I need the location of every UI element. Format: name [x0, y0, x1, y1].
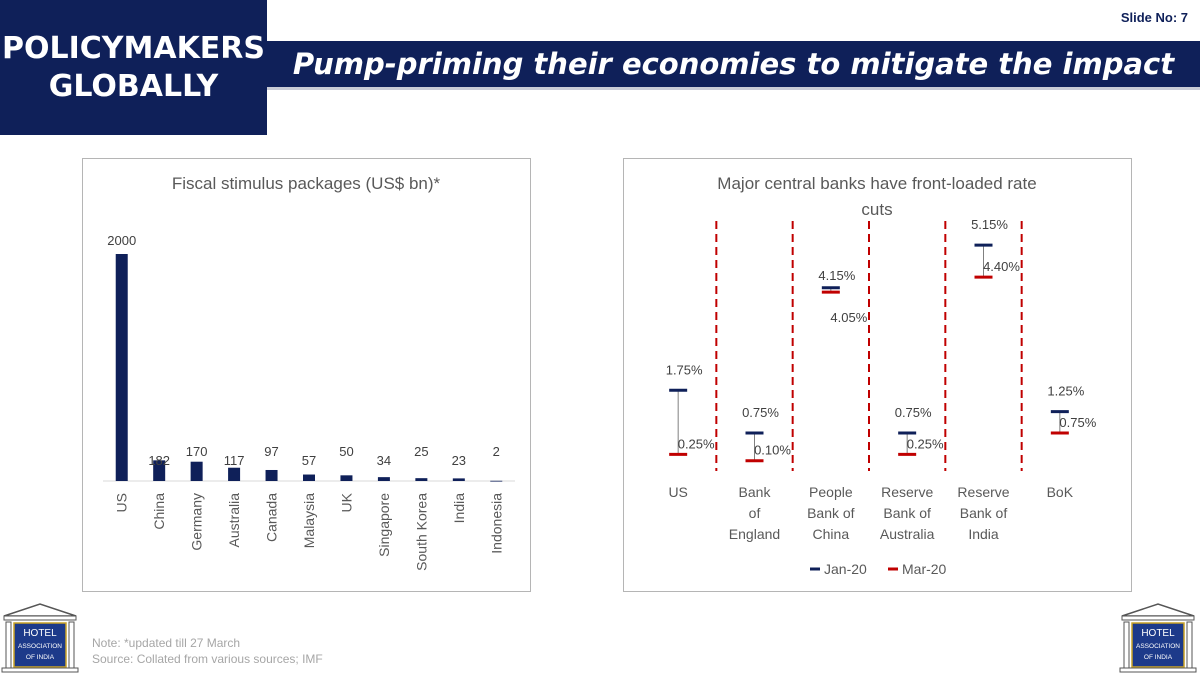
footnote: Note: *updated till 27 March Source: Col…: [92, 635, 323, 667]
x-tick-label: Reserve: [881, 484, 933, 500]
x-tick-label: BoK: [1047, 484, 1074, 500]
data-label: 57: [302, 453, 316, 468]
mar-20-label: 4.05%: [830, 310, 867, 325]
logo-text: OF INDIA: [26, 654, 55, 661]
data-label: 117: [224, 453, 245, 468]
logo-text: ASSOCIATION: [1136, 643, 1180, 650]
bar: [303, 474, 315, 481]
x-tick-label: India: [451, 493, 467, 524]
logo-text: HOTEL: [1141, 628, 1175, 639]
bar: [228, 467, 241, 481]
chart-title-line-2: cuts: [861, 200, 892, 219]
logo-text: ASSOCIATION: [18, 643, 62, 650]
bar: [490, 480, 503, 482]
bar: [265, 469, 278, 481]
x-tick-label: Singapore: [376, 493, 392, 557]
x-tick-label: Bank: [739, 484, 772, 500]
jan-20-label: 0.75%: [895, 405, 932, 420]
logo-text: HOTEL: [23, 628, 57, 639]
x-tick-label: US: [114, 493, 130, 512]
mar-20-label: 4.40%: [983, 259, 1020, 274]
rate-cuts-chart-panel: Major central banks have front-loaded ra…: [623, 158, 1132, 592]
data-label: 97: [264, 444, 278, 459]
x-tick-label: US: [668, 484, 687, 500]
bar: [377, 477, 390, 481]
x-tick-label: Bank of: [960, 505, 1008, 521]
data-label: 25: [414, 444, 428, 459]
data-label: 182: [148, 453, 170, 468]
jan-20-label: 1.75%: [666, 362, 703, 377]
logo-text: OF INDIA: [1144, 654, 1173, 661]
section-title-box: POLICYMAKERS GLOBALLY: [0, 0, 267, 135]
data-label: 2: [493, 444, 500, 459]
legend-jan-20-label: Jan-20: [824, 561, 867, 577]
jan-20-label: 5.15%: [971, 217, 1008, 232]
fiscal-stimulus-chart-panel: Fiscal stimulus packages (US$ bn)* 2000 US…: [82, 158, 531, 592]
x-tick-label: India: [968, 526, 999, 542]
jan-20-label: 0.75%: [742, 405, 779, 420]
mar-20-label: 0.10%: [754, 443, 791, 458]
x-tick-label: England: [729, 526, 780, 542]
chart-title: Major central banks have front-loaded ra…: [717, 174, 1036, 193]
data-label: 23: [452, 453, 466, 468]
x-tick-label: Canada: [264, 493, 280, 542]
headline: Pump-priming their economies to mitigate…: [292, 47, 1175, 81]
hotel-association-logo-left: HOTEL ASSOCIATION OF INDIA: [1, 603, 79, 673]
legend-mar-20-label: Mar-20: [902, 561, 947, 577]
x-tick-label: Bank of: [807, 505, 855, 521]
bar: [115, 254, 128, 481]
jan-20-label: 4.15%: [818, 268, 855, 283]
mar-20-label: 0.75%: [1059, 415, 1096, 430]
headline-banner: Pump-priming their economies to mitigate…: [267, 41, 1200, 90]
chart-title: Fiscal stimulus packages (US$ bn)*: [172, 174, 441, 193]
x-tick-label: UK: [338, 492, 354, 512]
slide-number: Slide No: 7: [1120, 10, 1188, 25]
x-tick-label: Australia: [880, 526, 935, 542]
x-tick-label: Reserve: [957, 484, 1009, 500]
rate-cuts-chart: Major central banks have front-loaded ra…: [666, 174, 1097, 577]
x-tick-label: China: [151, 493, 167, 530]
section-title: POLICYMAKERS GLOBALLY: [1, 30, 266, 104]
jan-20-label: 1.25%: [1047, 384, 1084, 399]
x-tick-label: Bank of: [883, 505, 931, 521]
data-label: 2000: [107, 233, 136, 248]
x-tick-label: Germany: [189, 493, 205, 551]
x-tick-label: Australia: [226, 493, 242, 548]
footnote-source: Source: Collated from various sources; I…: [92, 652, 323, 666]
bar: [452, 478, 465, 481]
x-tick-label: of: [749, 505, 761, 521]
bar: [340, 475, 353, 481]
data-label: 50: [339, 444, 353, 459]
x-tick-label: People: [809, 484, 853, 500]
data-label: 170: [186, 444, 208, 459]
bar: [190, 461, 203, 481]
x-tick-label: China: [813, 526, 850, 542]
x-tick-label: South Korea: [413, 493, 429, 571]
fiscal-stimulus-chart: Fiscal stimulus packages (US$ bn)* 2000 US…: [103, 174, 515, 571]
x-tick-label: Malaysia: [301, 493, 317, 548]
bar: [153, 460, 166, 481]
hotel-association-logo-right: HOTEL ASSOCIATION OF INDIA: [1119, 603, 1197, 673]
mar-20-label: 0.25%: [678, 436, 715, 451]
bar: [415, 478, 428, 481]
footnote-line-1: Note: *updated till 27 March: [92, 636, 241, 650]
x-tick-label: Indonesia: [488, 493, 504, 554]
data-label: 34: [377, 453, 391, 468]
mar-20-label: 0.25%: [907, 436, 944, 451]
